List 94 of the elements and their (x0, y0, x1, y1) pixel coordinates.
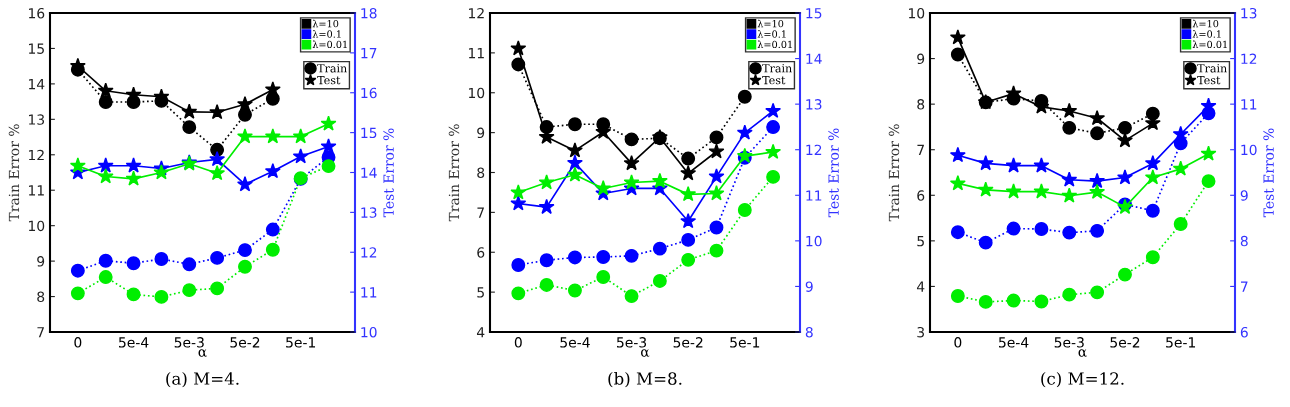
y-axis-title: Train Error % (8, 124, 20, 222)
y2-tick-label: 12 (806, 144, 822, 155)
x-tick-label: 5e-1 (286, 337, 316, 348)
y-tick-label: 13 (28, 114, 45, 125)
y2-tick-label: 18 (361, 7, 377, 19)
text: (a) M=4. (166, 371, 239, 388)
y-tick-label: 11 (28, 185, 44, 196)
y2-tick-label: 13 (361, 207, 377, 218)
x-tick-label: 5e-2 (673, 337, 703, 348)
y2-tick-label: 8 (805, 326, 813, 338)
y-tick-label: 10 (28, 220, 45, 232)
x-tick-label: 5e-4 (999, 337, 1029, 348)
y2-tick-label: 10 (806, 235, 822, 247)
annotation: Test (317, 76, 341, 85)
y2-tick-label: 11 (806, 190, 822, 201)
y-tick-label: 9 (477, 127, 485, 139)
legend-label: λ=0.1 (757, 30, 786, 38)
x-tick-label: 5e-4 (119, 337, 149, 348)
y-tick-label: 12 (468, 7, 484, 19)
annotation: Train (317, 64, 347, 73)
text: (c) M=12. (1041, 371, 1124, 388)
legend-label: λ=0.01 (757, 40, 792, 49)
x-tick-label: 5e-1 (730, 337, 760, 348)
y2-tick-label: 13 (1241, 7, 1257, 19)
y-tick-label: 8 (917, 99, 925, 110)
x-tick-label: 5e-2 (1110, 337, 1140, 348)
y-tick-label: 5 (917, 236, 924, 247)
y2-tick-label: 15 (361, 127, 377, 139)
x-tick-label: 5e-3 (174, 337, 204, 348)
y-tick-label: 10 (908, 7, 925, 19)
x-tick-label: 5e-1 (1166, 337, 1196, 348)
y2-axis-title: Test Error % (383, 128, 394, 218)
y-tick-label: 9 (917, 53, 925, 65)
legend-label: λ=0.1 (312, 30, 341, 38)
y2-axis-title: Test Error % (1263, 128, 1274, 218)
x-tick-label: 5e-3 (617, 337, 647, 348)
text: (b) M=8. (608, 371, 682, 388)
y2-tick-label: 15 (806, 8, 822, 19)
y2-tick-label: 6 (1240, 326, 1248, 338)
annotation: Test (1197, 76, 1221, 85)
y-tick-label: 5 (477, 287, 484, 298)
y-tick-label: 8 (477, 167, 485, 178)
y2-tick-label: 11 (1241, 99, 1257, 110)
y-tick-label: 11 (468, 48, 484, 59)
y-tick-label: 15 (28, 43, 44, 54)
y2-tick-label: 14 (361, 167, 377, 178)
y2-tick-label: 17 (361, 48, 377, 59)
legend-label: λ=10 (1192, 19, 1219, 28)
x-tick-label: 5e-2 (230, 337, 260, 348)
y-tick-label: 6 (917, 190, 925, 201)
annotation: Train (1197, 64, 1227, 73)
y-axis-title: Train Error % (888, 124, 900, 222)
y-axis-title: Train Error % (448, 124, 460, 222)
legend-label: λ=10 (312, 19, 339, 28)
y2-tick-label: 8 (1240, 235, 1248, 247)
y2-tick-label: 10 (1241, 144, 1257, 156)
y2-tick-label: 7 (1241, 281, 1248, 292)
y2-tick-label: 13 (806, 99, 822, 110)
x-axis-title: α (198, 349, 207, 357)
y-tick-label: 6 (477, 247, 485, 258)
y-tick-label: 3 (917, 326, 925, 338)
y2-tick-label: 16 (361, 87, 377, 99)
x-tick-label: 0 (514, 337, 522, 348)
y2-tick-label: 10 (361, 326, 377, 338)
x-axis-title: α (1078, 349, 1087, 357)
x-tick-label: 0 (74, 337, 82, 348)
y-tick-label: 7 (37, 327, 44, 338)
y2-tick-label: 9 (1240, 190, 1248, 201)
x-tick-label: 5e-4 (560, 337, 590, 348)
x-tick-label: 5e-3 (1054, 337, 1084, 348)
y-tick-label: 14 (28, 79, 45, 90)
y-tick-label: 4 (916, 281, 925, 292)
y-tick-label: 4 (476, 327, 485, 338)
y2-tick-label: 12 (1241, 53, 1257, 64)
y2-axis-title: Test Error % (828, 128, 839, 218)
y-tick-label: 10 (468, 87, 485, 99)
legend-label: λ=0.1 (1192, 30, 1221, 38)
y-tick-label: 9 (37, 256, 45, 267)
y-tick-label: 7 (477, 207, 484, 218)
x-axis-title: α (641, 349, 650, 357)
y-tick-label: 12 (28, 149, 44, 161)
legend-label: λ=0.01 (1192, 40, 1227, 49)
y-tick-label: 8 (37, 291, 45, 303)
y2-tick-label: 9 (805, 281, 813, 292)
annotation: Train (762, 64, 792, 73)
legend-label: λ=0.01 (312, 40, 347, 49)
x-tick-label: 0 (954, 337, 962, 348)
y2-tick-label: 11 (361, 287, 377, 298)
legend-label: λ=10 (757, 19, 784, 28)
y2-tick-label: 12 (361, 247, 377, 258)
y2-tick-label: 14 (806, 53, 822, 64)
y-tick-label: 7 (917, 144, 924, 155)
y-tick-label: 16 (28, 7, 45, 19)
annotation: Test (762, 76, 786, 85)
